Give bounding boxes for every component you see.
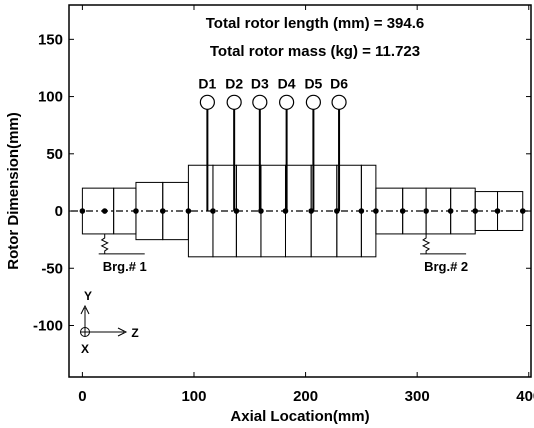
node-point (233, 208, 240, 214)
x-tick-label: 300 (405, 388, 430, 405)
node-point (399, 208, 406, 214)
node-point (494, 208, 501, 214)
triad-y-label: Y (84, 289, 92, 303)
disk-label: D6 (330, 75, 348, 91)
node-point (308, 208, 314, 214)
disk-marker (252, 94, 268, 110)
bearing-spring (100, 233, 109, 254)
disk-label: D5 (304, 75, 322, 91)
node-point (133, 208, 139, 214)
y-tick-label: -100 (33, 317, 63, 334)
disk-marker (199, 94, 215, 110)
plot-frame (68, 4, 532, 378)
disk-label: D1 (198, 75, 216, 91)
node-point (258, 208, 264, 214)
node-point (210, 208, 216, 214)
y-tick-label: 100 (38, 89, 63, 106)
node-point (373, 208, 379, 214)
coordinate-triad: Y Z X (80, 289, 139, 356)
y-tick-label: 0 (55, 203, 63, 220)
x-tick-label: 100 (181, 388, 206, 405)
disk-label: D4 (278, 75, 296, 91)
node-point (334, 208, 340, 214)
triad-z-arrow (117, 327, 128, 337)
triad-y-arrow (80, 304, 90, 315)
disk-label: D2 (225, 75, 243, 91)
node-point (101, 208, 108, 214)
total-mass-annotation: Total rotor mass (kg) = 11.723 (210, 43, 420, 60)
node-point (159, 208, 166, 214)
disks: D1 D2 D3 D4 D5 D6 (198, 75, 348, 212)
y-axis-label: Rotor Dimension(mm) (5, 112, 22, 270)
y-tick-label: 50 (46, 146, 63, 163)
bearing-label: Brg.# 1 (103, 259, 147, 274)
node-point (79, 208, 86, 214)
disk-marker (279, 94, 295, 110)
node-point (282, 208, 289, 214)
disk-marker (305, 94, 321, 110)
bearing-spring (421, 233, 431, 254)
disk-marker (331, 94, 347, 110)
bearing-label: Brg.# 2 (424, 259, 468, 274)
y-tick-label: 150 (38, 31, 63, 48)
rotor-centerline-group (71, 208, 529, 214)
node-point (519, 208, 526, 214)
node-point (185, 208, 192, 214)
disk-label: D3 (251, 75, 269, 91)
y-tick-label: -50 (41, 260, 63, 277)
node-point (358, 208, 365, 214)
total-length-annotation: Total rotor length (mm) = 394.6 (206, 15, 425, 32)
disk-marker (226, 94, 242, 110)
triad-x-label: X (81, 342, 89, 356)
x-axis-label: Axial Location(mm) (230, 408, 369, 425)
x-tick-label: 200 (293, 388, 318, 405)
axis-ticks: 0 100 200 300 400 -100 -50 0 50 100 150 (33, 5, 534, 405)
node-point (472, 208, 479, 214)
x-tick-label: 0 (78, 388, 86, 405)
triad-z-label: Z (131, 326, 138, 340)
node-point (447, 208, 454, 214)
bearings: Brg.# 1 Brg.# 2 (98, 233, 468, 274)
x-tick-label: 400 (516, 388, 534, 405)
node-point (423, 208, 429, 214)
